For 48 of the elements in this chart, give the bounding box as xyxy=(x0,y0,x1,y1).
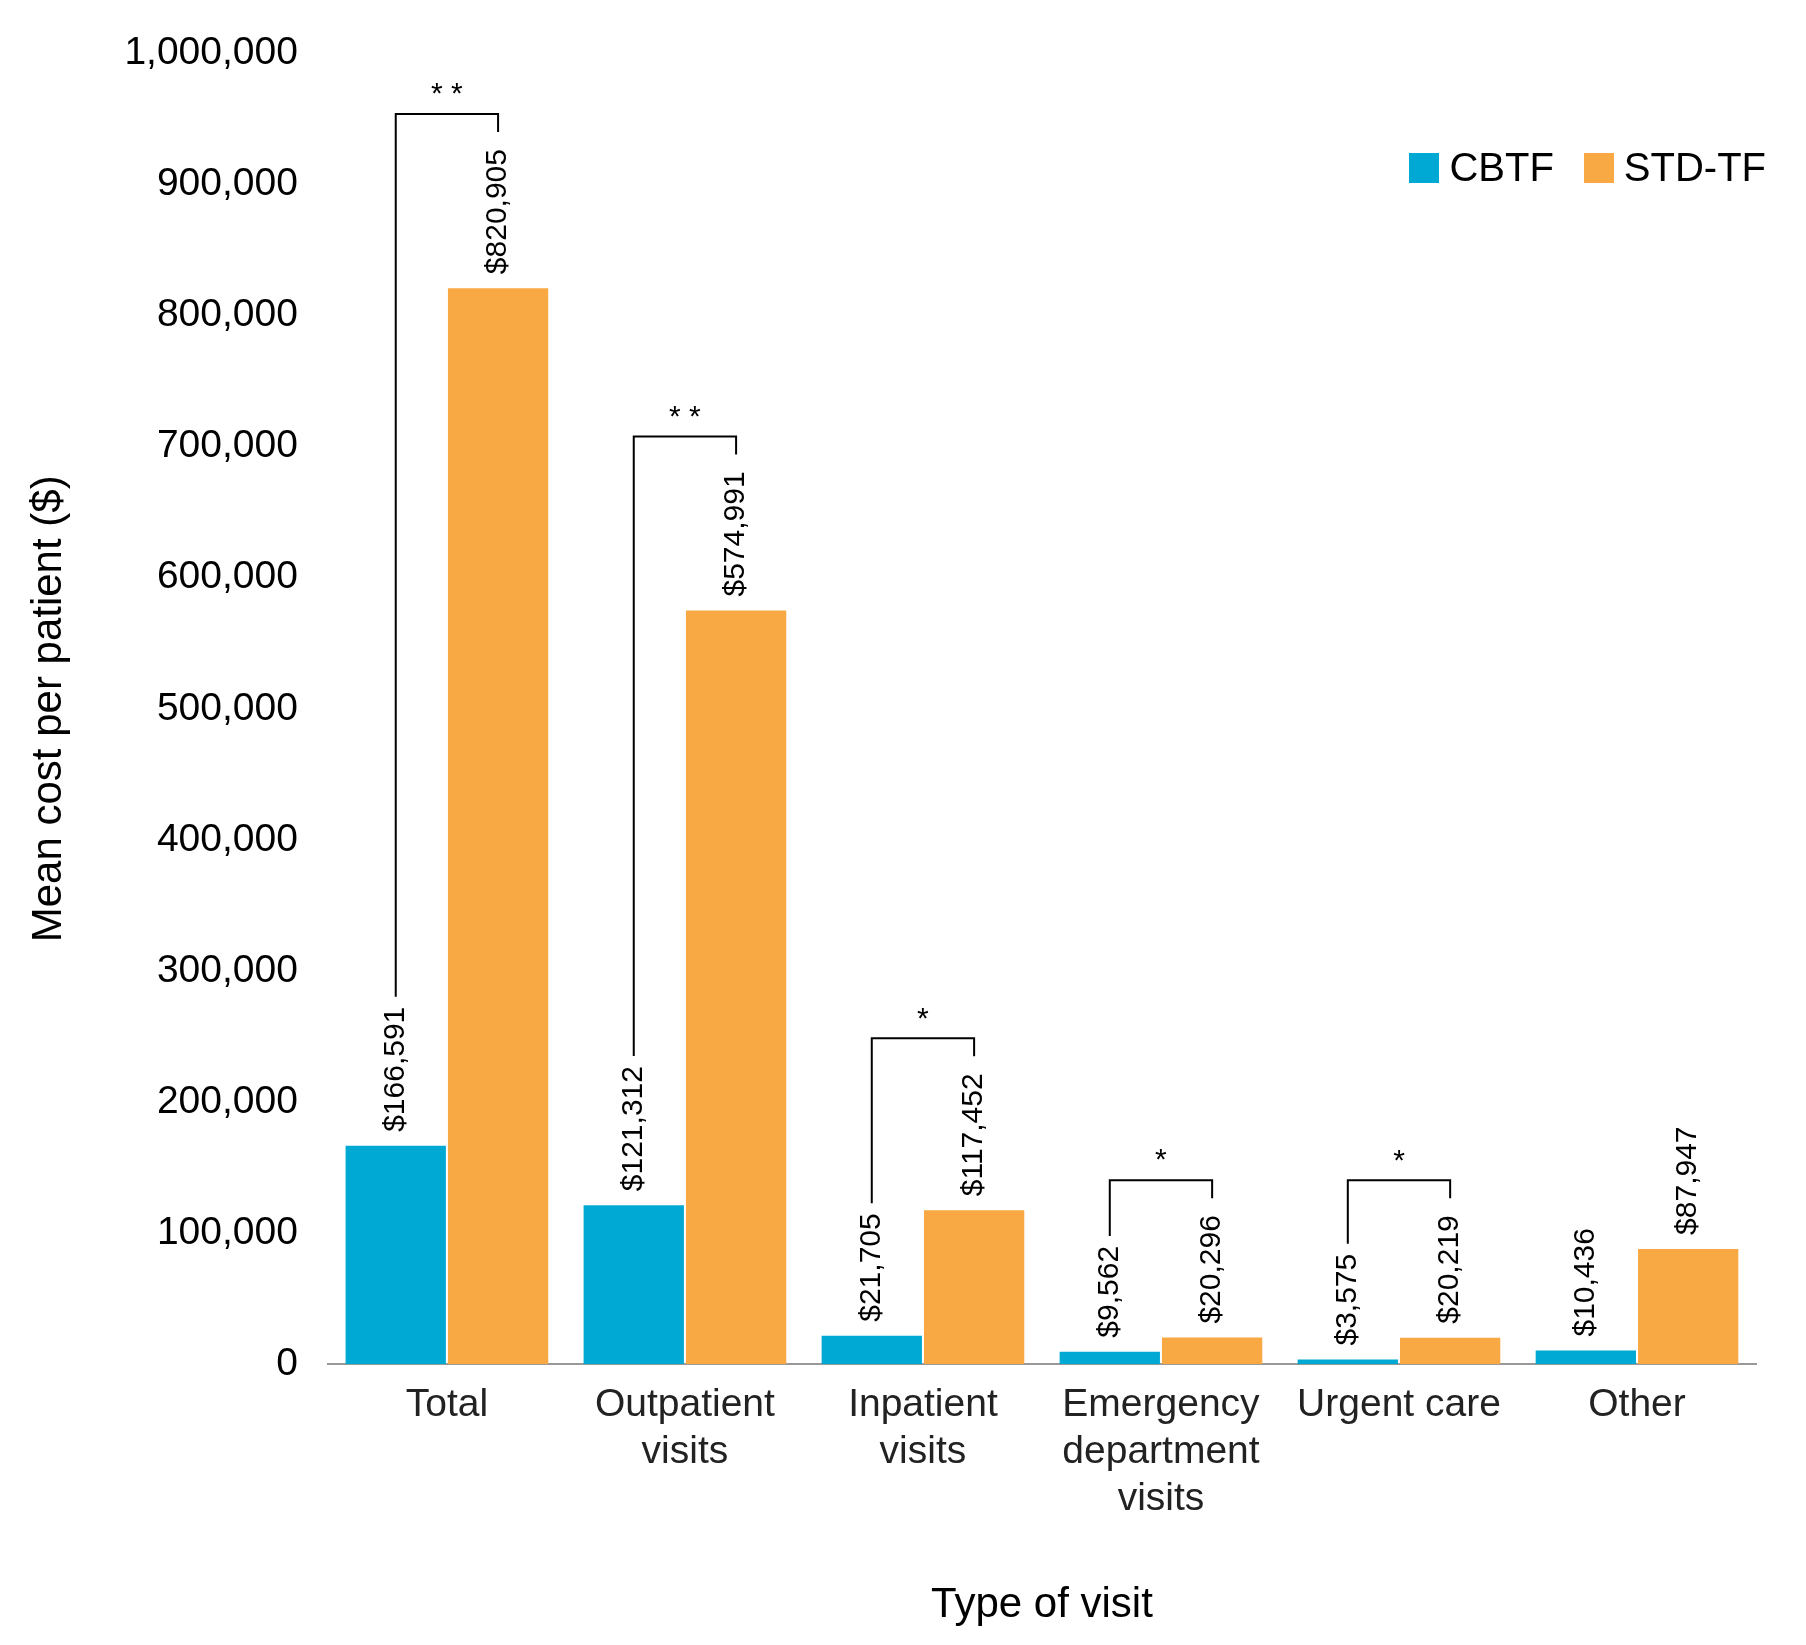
y-tick-label: 800,000 xyxy=(156,291,298,335)
bar xyxy=(345,1145,446,1365)
y-tick-label: 0 xyxy=(276,1339,298,1383)
bar xyxy=(821,1335,922,1365)
annotation: * * xyxy=(431,76,464,110)
data-label: $20,219 xyxy=(1431,1215,1465,1324)
data-label: $10,436 xyxy=(1567,1228,1601,1337)
annotation: * xyxy=(917,1000,930,1034)
x-axis-title: Type of visit xyxy=(931,1579,1154,1627)
bar xyxy=(685,610,787,1365)
data-label: $20,296 xyxy=(1193,1215,1227,1324)
x-tick-label: Emergency department visits xyxy=(1062,1381,1261,1518)
y-tick-label: 1,000,000 xyxy=(124,29,298,73)
legend-label: CBTF xyxy=(1449,145,1554,190)
x-tick-label: Outpatient visits xyxy=(594,1381,776,1472)
bar xyxy=(1638,1248,1739,1365)
bar xyxy=(923,1210,1025,1365)
x-tick-label: Other xyxy=(1588,1381,1686,1425)
bar xyxy=(583,1205,684,1365)
data-label: $117,452 xyxy=(955,1073,989,1197)
x-tick-label: Inpatient visits xyxy=(848,1381,998,1472)
y-tick-label: 200,000 xyxy=(156,1077,298,1121)
data-label: $820,905 xyxy=(479,149,513,275)
bar xyxy=(1059,1351,1160,1365)
annotation: * xyxy=(1393,1142,1406,1176)
data-label: $87,947 xyxy=(1669,1126,1703,1235)
y-tick-label: 400,000 xyxy=(156,815,298,859)
data-label: $574,991 xyxy=(717,471,751,597)
y-tick-label: 600,000 xyxy=(156,553,298,597)
y-tick-label: 300,000 xyxy=(156,946,298,990)
data-label: $3,575 xyxy=(1329,1253,1363,1346)
y-tick-label: 900,000 xyxy=(156,160,298,204)
annotation: * xyxy=(1155,1142,1168,1176)
legend-label: STD-TF xyxy=(1623,145,1766,190)
data-label: $9,562 xyxy=(1091,1245,1125,1338)
data-label: $121,312 xyxy=(615,1066,649,1192)
x-tick-label: Urgent care xyxy=(1297,1381,1501,1425)
bar xyxy=(1400,1337,1501,1365)
y-tick-label: 100,000 xyxy=(156,1208,298,1252)
bar xyxy=(1161,1337,1263,1365)
bar xyxy=(1535,1350,1636,1365)
data-label: $21,705 xyxy=(853,1213,887,1322)
annotation: * * xyxy=(669,398,702,432)
x-tick-label: Total xyxy=(405,1381,489,1425)
y-axis-title: Mean cost per patient ($) xyxy=(22,475,70,943)
y-tick-label: 700,000 xyxy=(156,422,298,466)
y-tick-label: 500,000 xyxy=(156,684,298,728)
data-label: $166,591 xyxy=(377,1006,410,1132)
